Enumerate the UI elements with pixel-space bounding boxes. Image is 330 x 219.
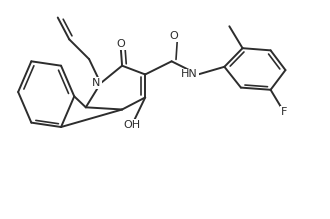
Text: O: O — [169, 31, 178, 41]
Text: N: N — [92, 78, 101, 88]
Text: O: O — [116, 39, 125, 49]
Text: OH: OH — [123, 120, 141, 130]
Text: F: F — [280, 107, 287, 117]
Text: HN: HN — [181, 69, 198, 79]
